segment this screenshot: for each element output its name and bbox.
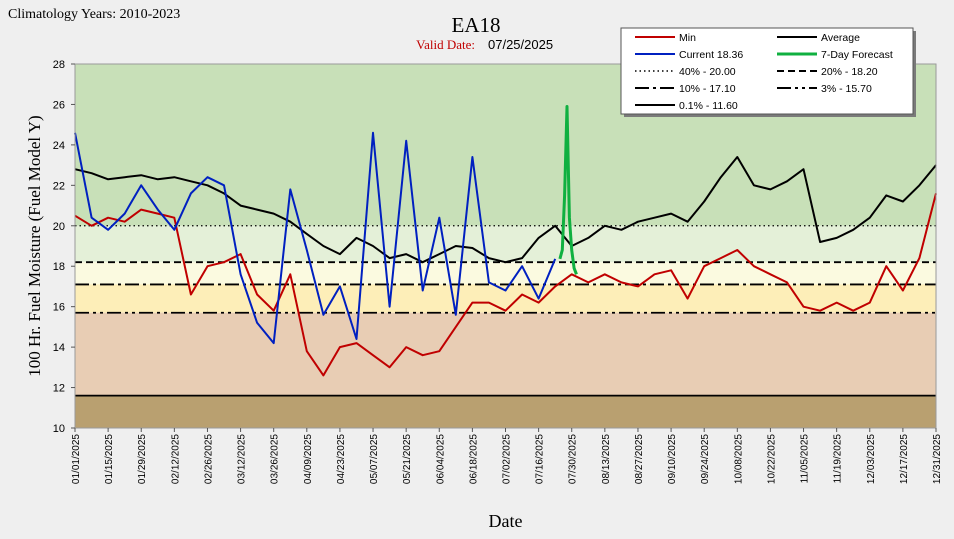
y-tick-label: 14 [53,342,65,354]
x-tick-label: 12/03/2025 [866,434,877,484]
x-tick-label: 12/17/2025 [899,434,910,484]
x-tick-label: 06/18/2025 [468,434,479,484]
x-tick-label: 03/26/2025 [270,434,281,484]
x-tick-label: 12/31/2025 [932,434,943,484]
legend: Min Average Current 18.36 7-Day Forecast 40%… [620,27,916,117]
series-7-day-forecast [558,105,578,275]
data-series [74,105,937,377]
y-axis: 10 12 14 16 18 20 22 24 26 28 [53,59,75,435]
x-tick-label: 02/26/2025 [203,434,214,484]
x-tick-label: 09/10/2025 [667,434,678,484]
x-tick-label: 04/23/2025 [336,434,347,484]
legend-label-min: Min [679,32,696,44]
x-tick-label: 08/13/2025 [601,434,612,484]
y-tick-label: 28 [53,59,65,71]
legend-label-7-day-forecast: 7-Day Forecast [821,49,893,61]
y-tick-label: 12 [53,383,65,395]
x-tick-label: 01/01/2025 [71,434,82,484]
band-5 [75,395,936,428]
x-tick-label: 02/12/2025 [170,434,181,484]
x-tick-label: 04/09/2025 [303,434,314,484]
y-tick-label: 26 [53,99,65,111]
series-current-18-36 [74,131,557,345]
x-tick-label: 07/30/2025 [568,434,579,484]
legend-box [620,27,914,115]
x-tick-label: 01/15/2025 [104,434,115,484]
x-tick-label: 11/05/2025 [800,434,811,484]
x-tick-label: 09/24/2025 [700,434,711,484]
legend-label-3-15-70: 3% - 15.70 [821,83,872,95]
legend-label-10-17-10: 10% - 17.10 [679,83,736,95]
y-tick-label: 22 [53,180,65,192]
x-tick-label: 08/27/2025 [634,434,645,484]
valid-date-label: Valid Date: [416,37,475,52]
x-tick-label: 07/16/2025 [535,434,546,484]
fuel-moisture-bands [75,64,936,428]
x-axis: 01/01/2025 01/15/2025 01/29/2025 02/12/2025… [71,428,943,484]
band-4 [75,312,936,396]
y-axis-title: 100 Hr. Fuel Moisture (Fuel Model Y) [25,115,44,376]
x-tick-label: 03/12/2025 [237,434,248,484]
band-2 [75,262,936,285]
legend-label-current-18-36: Current 18.36 [679,49,743,61]
legend-label-40-20-00: 40% - 20.00 [679,66,736,78]
y-tick-label: 20 [53,221,65,233]
series-min [74,193,937,377]
x-tick-label: 05/21/2025 [402,434,413,484]
band-1 [75,225,936,263]
legend-label-20-18-20: 20% - 18.20 [821,66,878,78]
climatology-years-label: Climatology Years: 2010-2023 [8,7,180,22]
legend-label-0-1-11-60: 0.1% - 11.60 [679,100,738,112]
x-axis-title: Date [489,511,523,531]
x-tick-label: 06/04/2025 [435,434,446,484]
x-tick-label: 10/08/2025 [733,434,744,484]
y-tick-label: 18 [53,261,65,273]
valid-date-value: 07/25/2025 [488,37,553,52]
station-title: EA18 [452,13,501,37]
x-tick-label: 10/22/2025 [766,434,777,484]
legend-label-average: Average [821,32,860,44]
x-tick-label: 07/02/2025 [502,434,513,484]
x-tick-label: 01/29/2025 [137,434,148,484]
y-tick-label: 24 [53,140,65,152]
series-average [74,156,937,264]
y-tick-label: 10 [53,423,65,435]
y-tick-label: 16 [53,302,65,314]
x-tick-label: 05/07/2025 [369,434,380,484]
x-tick-label: 11/19/2025 [833,434,844,484]
